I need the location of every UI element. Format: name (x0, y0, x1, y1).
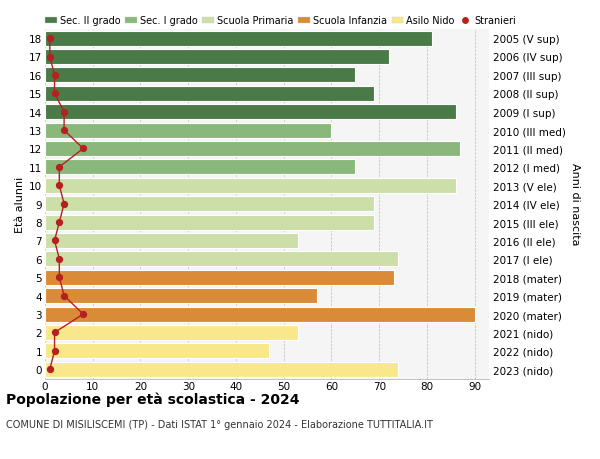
Bar (45, 123, 331, 138)
Bar (45, 252, 398, 267)
Bar (45, 325, 298, 340)
Bar (45, 362, 398, 377)
Bar (45, 142, 460, 157)
Point (59, 109, 69, 116)
Bar (45, 160, 355, 175)
Point (79, 311, 88, 318)
Legend: Sec. II grado, Sec. I grado, Scuola Primaria, Scuola Infanzia, Asilo Nido, Stran: Sec. II grado, Sec. I grado, Scuola Prim… (45, 17, 515, 26)
Bar (45, 68, 355, 83)
Text: Popolazione per età scolastica - 2024: Popolazione per età scolastica - 2024 (6, 392, 299, 406)
Point (55, 182, 64, 190)
Point (50, 329, 59, 336)
Point (55, 219, 64, 226)
Bar (45, 307, 475, 322)
Point (59, 292, 69, 300)
Bar (45, 50, 389, 65)
Point (50, 347, 59, 355)
Point (55, 274, 64, 281)
Point (59, 201, 69, 208)
Bar (45, 87, 374, 101)
Point (45, 54, 55, 61)
Bar (45, 289, 317, 303)
Y-axis label: Età alunni: Età alunni (15, 176, 25, 232)
Point (50, 72, 59, 79)
Point (55, 164, 64, 171)
Bar (45, 270, 394, 285)
Point (45, 35, 55, 43)
Bar (45, 215, 374, 230)
Bar (45, 179, 455, 193)
Point (55, 256, 64, 263)
Text: COMUNE DI MISILISCEMI (TP) - Dati ISTAT 1° gennaio 2024 - Elaborazione TUTTITALI: COMUNE DI MISILISCEMI (TP) - Dati ISTAT … (6, 419, 433, 429)
Point (45, 366, 55, 373)
Bar (45, 234, 298, 248)
Bar (45, 105, 455, 120)
Point (59, 127, 69, 134)
Point (50, 237, 59, 245)
Bar (45, 344, 269, 358)
Point (79, 146, 88, 153)
Y-axis label: Anni di nascita: Anni di nascita (570, 163, 580, 246)
Bar (45, 32, 432, 46)
Bar (45, 197, 374, 212)
Point (50, 90, 59, 98)
